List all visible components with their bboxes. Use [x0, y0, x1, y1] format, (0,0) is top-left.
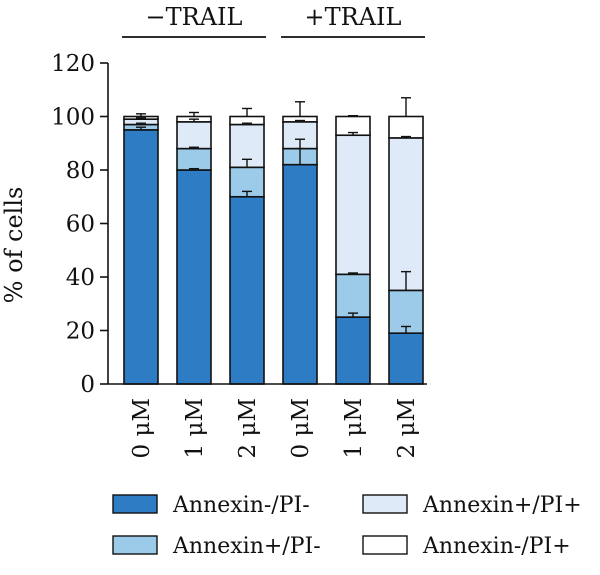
group-labels: −TRAIL +TRAIL: [122, 3, 425, 38]
y-tick-label: 40: [66, 265, 95, 291]
legend-label: Annexin+/PI+: [422, 493, 582, 518]
legend-label: Annexin+/PI-: [172, 534, 321, 559]
error-bars: [136, 97, 411, 334]
group-label: +TRAIL: [305, 3, 402, 31]
y-tick-label: 100: [51, 105, 95, 131]
legend-swatch: [112, 494, 158, 514]
y-tick-label: 120: [51, 51, 95, 77]
bar-segment: [229, 195, 265, 385]
bar-segment: [282, 163, 318, 385]
legend-label: Annexin-/PI-: [172, 493, 310, 518]
bar-segment: [176, 121, 212, 150]
y-axis: 0 20 40 60 80 100 120: [51, 51, 109, 398]
y-tick-label: 60: [66, 212, 95, 238]
y-tick-label: 20: [66, 319, 95, 345]
bar-segment: [388, 332, 424, 385]
y-tick-label: 80: [66, 158, 95, 184]
legend: Annexin-/PI- Annexin+/PI- Annexin+/PI+ Anne…: [112, 493, 582, 559]
x-tick-label: 2 μM: [394, 398, 420, 458]
bars: [123, 115, 424, 385]
x-tick-label: 1 μM: [341, 398, 367, 458]
y-tick-label: 0: [80, 372, 95, 398]
bar-segment: [388, 137, 424, 292]
bar-segment: [335, 316, 371, 385]
legend-swatch: [112, 535, 158, 555]
bar-segment: [176, 147, 212, 171]
x-tick-label: 0 μM: [288, 398, 314, 458]
x-tick-label: 0 μM: [129, 398, 155, 458]
legend-label: Annexin-/PI+: [422, 534, 571, 559]
group-label: −TRAIL: [146, 3, 243, 31]
bar-segment: [335, 273, 371, 318]
bar-segment: [176, 169, 212, 385]
legend-swatch: [362, 535, 408, 555]
x-tick-label: 1 μM: [182, 398, 208, 458]
bar-segment: [388, 115, 424, 139]
x-axis: 0 μM 1 μM 2 μM 0 μM 1 μM 2 μM: [108, 383, 427, 458]
bar-segment: [282, 121, 318, 150]
y-axis-label: % of cells: [0, 187, 28, 304]
bar-segment: [335, 134, 371, 276]
bar-segment: [123, 129, 159, 385]
legend-swatch: [362, 494, 408, 514]
x-tick-label: 2 μM: [235, 398, 261, 458]
